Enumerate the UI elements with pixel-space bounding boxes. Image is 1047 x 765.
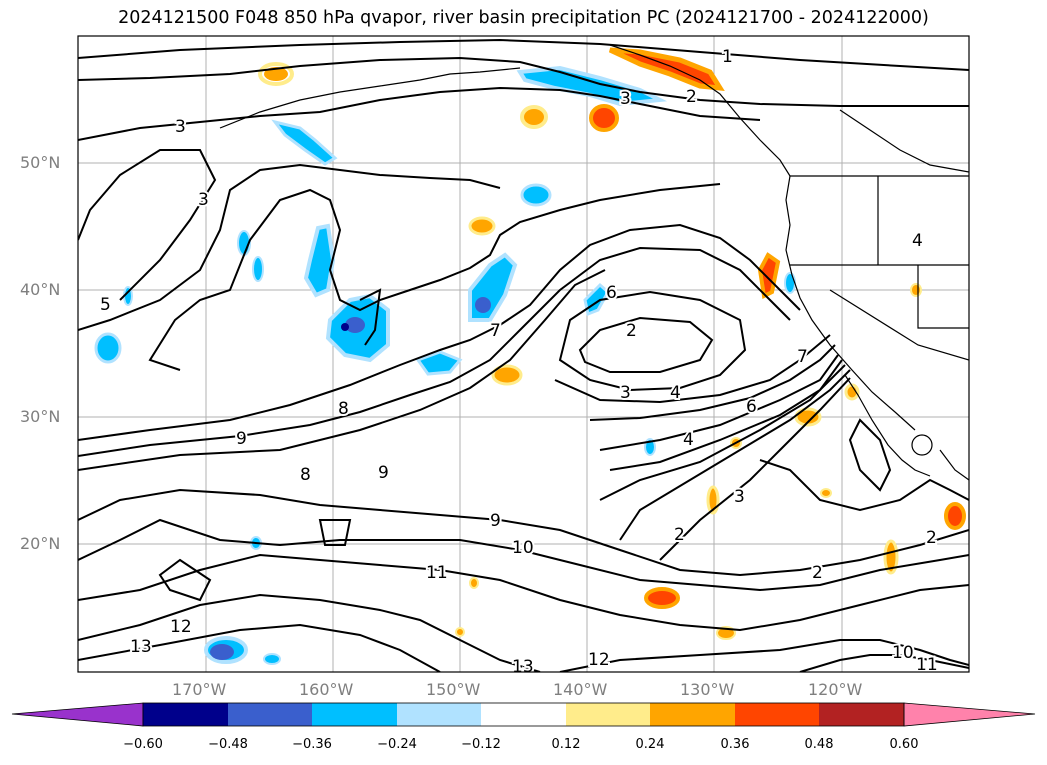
contour-label: 11 bbox=[916, 655, 938, 675]
contour-label: 4 bbox=[670, 383, 681, 403]
colorbar-tick: 0.48 bbox=[804, 737, 834, 752]
contour-label: 3 bbox=[620, 383, 631, 403]
contour-label: 1 bbox=[722, 47, 733, 67]
contour-label: 12 bbox=[170, 617, 192, 637]
contour-label: 12 bbox=[588, 650, 610, 670]
contour-label: 2 bbox=[674, 525, 685, 545]
colorbar bbox=[11, 702, 1036, 727]
colorbar-segment bbox=[650, 703, 735, 726]
colorbar-segment bbox=[228, 703, 312, 726]
contour-label: 3 bbox=[620, 89, 631, 109]
colorbar-segment bbox=[397, 703, 481, 726]
contour-label: 2 bbox=[626, 321, 637, 341]
contour-label: 6 bbox=[606, 283, 617, 303]
colorbar-segment bbox=[819, 703, 904, 726]
contour-labels: 1 2 3 3 3 4 5 6 7 8 9 9 10 11 12 13 2 3 … bbox=[98, 45, 940, 677]
lon-label: 130°W bbox=[680, 680, 735, 699]
contour-label: 2 bbox=[686, 87, 697, 107]
contour-label: 3 bbox=[734, 487, 745, 507]
colorbar-segment bbox=[481, 703, 566, 726]
contour-label: 2 bbox=[926, 528, 937, 548]
contour-label: 8 bbox=[338, 399, 349, 419]
contour-label: 10 bbox=[892, 643, 914, 663]
contour-label: 13 bbox=[130, 637, 152, 657]
contour-label: 7 bbox=[797, 347, 808, 367]
colorbar-tick: 0.24 bbox=[635, 737, 665, 752]
colorbar-tick: 0.36 bbox=[720, 737, 750, 752]
qvapor-contours bbox=[78, 38, 969, 672]
contour-label: 11 bbox=[426, 563, 448, 583]
map-background bbox=[78, 36, 969, 672]
contour-label: 3 bbox=[175, 117, 186, 137]
contour-label: 9 bbox=[378, 463, 389, 483]
colorbar-extend-high bbox=[903, 702, 1036, 727]
lat-label: 40°N bbox=[20, 280, 61, 299]
lat-label: 30°N bbox=[20, 407, 61, 426]
contour-label: 4 bbox=[912, 231, 923, 251]
map-frame bbox=[77, 35, 970, 673]
lon-label: 140°W bbox=[553, 680, 608, 699]
contour-label: 5 bbox=[100, 295, 111, 315]
colorbar-segment bbox=[312, 703, 397, 726]
lon-label: 160°W bbox=[299, 680, 354, 699]
contour-label: 6 bbox=[746, 397, 757, 417]
contour-label: 10 bbox=[512, 538, 534, 558]
colorbar-segment bbox=[735, 703, 819, 726]
contour-label: 9 bbox=[490, 511, 501, 531]
colorbar-segment bbox=[566, 703, 650, 726]
contour-label: 2 bbox=[812, 563, 823, 583]
contour-label: 7 bbox=[490, 321, 501, 341]
colorbar-tick: 0.12 bbox=[551, 737, 581, 752]
lat-label: 50°N bbox=[20, 153, 61, 172]
colorbar-tick: −0.48 bbox=[208, 737, 248, 752]
colorbar-extend-low bbox=[11, 702, 144, 727]
colorbar-tick: −0.36 bbox=[292, 737, 332, 752]
contour-label: 3 bbox=[198, 190, 209, 210]
lat-label: 20°N bbox=[20, 534, 61, 553]
contour-label: 13 bbox=[512, 657, 534, 677]
lon-label: 120°W bbox=[808, 680, 863, 699]
lon-label: 170°W bbox=[172, 680, 227, 699]
colorbar-tick: −0.24 bbox=[377, 737, 417, 752]
map-title: 2024121500 F048 850 hPa qvapor, river ba… bbox=[118, 8, 929, 28]
contour-label: 9 bbox=[236, 429, 247, 449]
contour-label: 8 bbox=[300, 465, 311, 485]
colorbar-segment bbox=[143, 703, 228, 726]
coastlines bbox=[219, 44, 969, 481]
colorbar-tick: −0.60 bbox=[123, 737, 163, 752]
colorbar-tick: 0.60 bbox=[889, 737, 919, 752]
colorbar-tick: −0.12 bbox=[461, 737, 501, 752]
contour-label: 4 bbox=[683, 430, 694, 450]
precip-pc-shading bbox=[94, 47, 966, 665]
lon-label: 150°W bbox=[426, 680, 481, 699]
